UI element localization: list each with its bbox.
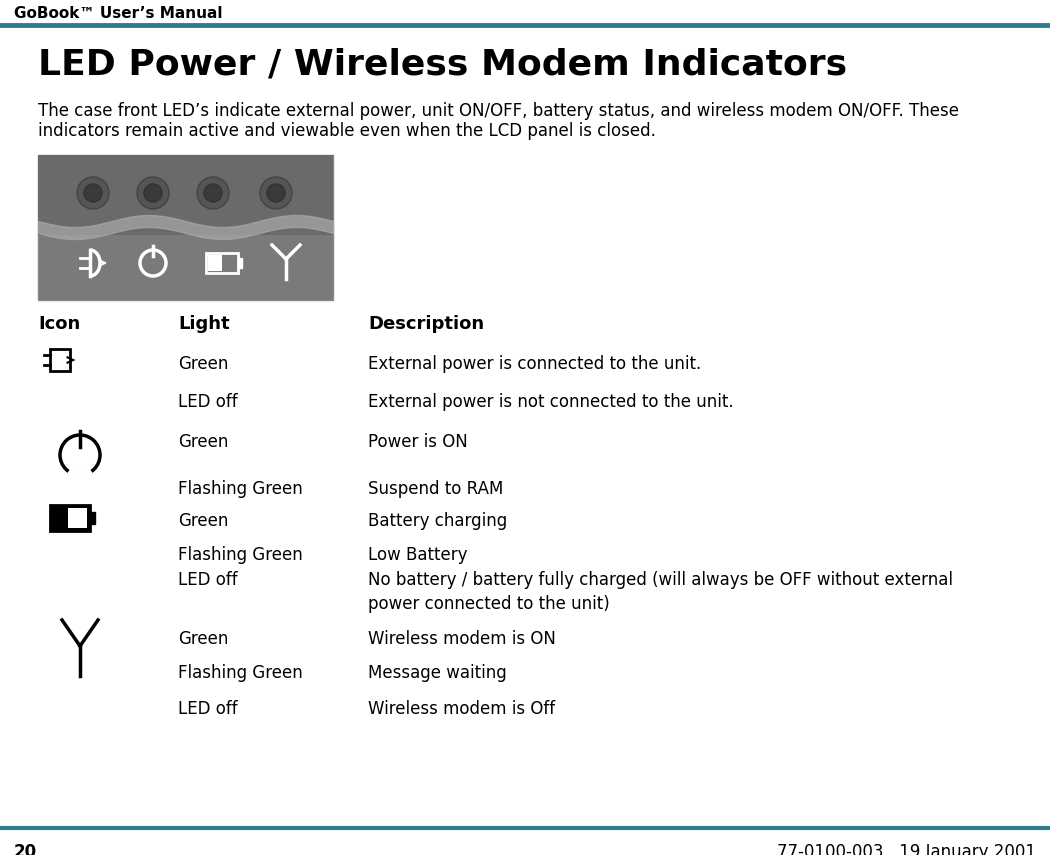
Circle shape	[77, 177, 109, 209]
Circle shape	[136, 177, 169, 209]
Text: LED off: LED off	[178, 700, 237, 718]
Text: Low Battery: Low Battery	[368, 546, 467, 564]
Text: Wireless modem is Off: Wireless modem is Off	[368, 700, 555, 718]
Text: The case front LED’s indicate external power, unit ON/OFF, battery status, and w: The case front LED’s indicate external p…	[38, 102, 959, 120]
Text: indicators remain active and viewable even when the LCD panel is closed.: indicators remain active and viewable ev…	[38, 122, 656, 140]
FancyBboxPatch shape	[38, 155, 333, 300]
Text: Green: Green	[178, 512, 229, 530]
Circle shape	[260, 177, 292, 209]
Text: Power is ON: Power is ON	[368, 433, 467, 451]
Text: Suspend to RAM: Suspend to RAM	[368, 480, 503, 498]
Text: Green: Green	[178, 630, 229, 648]
FancyBboxPatch shape	[50, 505, 90, 531]
Text: Flashing Green: Flashing Green	[178, 664, 302, 682]
Circle shape	[84, 184, 102, 202]
Text: No battery / battery fully charged (will always be OFF without external
power co: No battery / battery fully charged (will…	[368, 571, 953, 612]
Text: Green: Green	[178, 355, 229, 373]
Text: External power is not connected to the unit.: External power is not connected to the u…	[368, 393, 734, 411]
Text: LED off: LED off	[178, 571, 237, 589]
Text: Flashing Green: Flashing Green	[178, 480, 302, 498]
Circle shape	[197, 177, 229, 209]
FancyBboxPatch shape	[38, 155, 333, 235]
Text: GoBook™ User’s Manual: GoBook™ User’s Manual	[14, 6, 223, 21]
Text: Icon: Icon	[38, 315, 80, 333]
Text: 77-0100-003   19 January 2001: 77-0100-003 19 January 2001	[777, 843, 1036, 855]
Text: Wireless modem is ON: Wireless modem is ON	[368, 630, 555, 648]
Circle shape	[267, 184, 285, 202]
Circle shape	[204, 184, 222, 202]
Text: Green: Green	[178, 433, 229, 451]
Text: Message waiting: Message waiting	[368, 664, 507, 682]
FancyBboxPatch shape	[68, 508, 87, 528]
FancyBboxPatch shape	[238, 258, 242, 268]
Text: LED off: LED off	[178, 393, 237, 411]
FancyBboxPatch shape	[90, 512, 94, 524]
Text: Description: Description	[368, 315, 484, 333]
Text: 20: 20	[14, 843, 37, 855]
Text: Flashing Green: Flashing Green	[178, 546, 302, 564]
Text: LED Power / Wireless Modem Indicators: LED Power / Wireless Modem Indicators	[38, 48, 847, 82]
Circle shape	[144, 184, 162, 202]
FancyBboxPatch shape	[208, 255, 222, 271]
Text: Light: Light	[178, 315, 230, 333]
Text: External power is connected to the unit.: External power is connected to the unit.	[368, 355, 701, 373]
Text: Battery charging: Battery charging	[368, 512, 507, 530]
